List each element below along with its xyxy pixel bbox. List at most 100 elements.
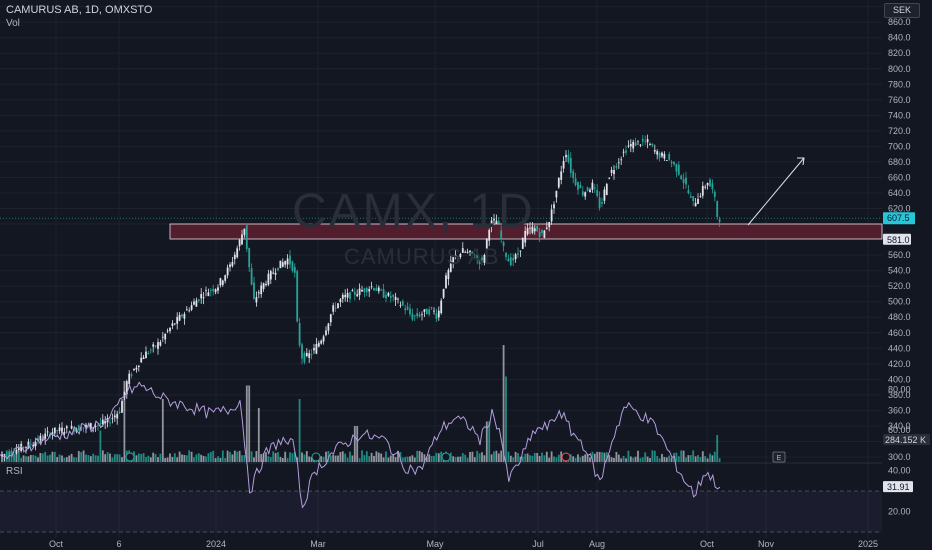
candle-body <box>639 144 642 146</box>
volume-bar <box>418 450 421 462</box>
candle-body <box>166 330 169 332</box>
volume-bar <box>538 455 541 462</box>
volume-bar <box>329 455 332 462</box>
candle-body <box>85 424 87 428</box>
volume-bar <box>425 457 428 462</box>
volume-bar <box>80 452 83 462</box>
rsi-line <box>0 381 721 509</box>
currency-button[interactable]: SEK <box>884 3 920 18</box>
volume-bar <box>502 345 505 462</box>
candle-body <box>46 431 49 433</box>
candle-body <box>353 291 356 295</box>
price-tick-label: 640.0 <box>888 188 911 198</box>
volume-bar <box>634 456 637 462</box>
candle-body <box>15 449 18 454</box>
volume-bar <box>82 450 85 462</box>
volume-bar <box>113 454 116 462</box>
volume-bar <box>111 457 114 462</box>
candle-body <box>529 227 531 229</box>
volume-bar <box>20 457 23 462</box>
volume-bar <box>524 453 527 462</box>
candle-body <box>219 278 222 286</box>
candle-body <box>668 154 671 160</box>
candle-body <box>598 197 601 208</box>
candle-body <box>65 426 68 429</box>
price-axis: 880.0860.0840.0820.0800.0780.0760.0740.0… <box>883 2 930 462</box>
volume-bar <box>176 457 179 462</box>
candle-body <box>514 254 517 260</box>
volume-bar <box>404 457 407 462</box>
volume-bar <box>39 453 42 462</box>
candle-body <box>317 343 320 347</box>
volume-bar <box>291 453 294 462</box>
candle-body <box>188 310 191 312</box>
candle-body <box>377 287 380 292</box>
rsi-last-tag <box>883 481 913 493</box>
volume-bar <box>682 450 685 462</box>
candle-body <box>409 308 411 315</box>
candle-body <box>445 275 447 288</box>
volume-bar <box>670 457 673 462</box>
volume-bar <box>101 450 104 462</box>
candle-body <box>195 300 198 307</box>
volume-bar <box>358 458 361 462</box>
candle-body <box>329 314 332 323</box>
candle-body <box>231 261 234 267</box>
candle-body <box>497 221 500 224</box>
candle-body <box>226 267 229 276</box>
candle-body <box>58 427 61 432</box>
candle-body <box>550 209 553 222</box>
volume-bar <box>109 453 111 462</box>
candle-body <box>488 230 491 241</box>
volume-bar <box>625 458 627 462</box>
candle-body <box>346 292 349 298</box>
volume-bar <box>680 450 683 462</box>
volume-bar <box>433 455 435 462</box>
candle-body <box>209 289 212 291</box>
price-tick-label: 780.0 <box>888 79 911 89</box>
candle-body <box>401 301 404 306</box>
candle-body <box>687 190 690 194</box>
candle-body <box>37 437 39 442</box>
volume-bar <box>51 451 54 462</box>
volume-bar <box>322 456 325 462</box>
candle-body <box>704 186 707 188</box>
volume-bar <box>692 450 695 462</box>
earnings-marker-label: E <box>777 455 782 462</box>
candle-body <box>32 444 35 447</box>
candle-body <box>128 373 131 384</box>
volume-last-tag <box>883 434 930 445</box>
candle-body <box>706 182 709 186</box>
candle-body <box>214 289 217 293</box>
volume-bar <box>224 458 227 462</box>
volume-bar <box>245 385 248 462</box>
volume-bar <box>454 457 457 462</box>
volume-bar <box>716 435 719 462</box>
volume-bar <box>219 457 222 462</box>
candle-body <box>382 289 385 298</box>
volume-bar <box>46 455 49 462</box>
candle-body <box>709 179 711 187</box>
candle-body <box>193 301 195 305</box>
candle-body <box>327 323 330 331</box>
volume-bar <box>339 452 342 462</box>
candle-body <box>94 426 97 427</box>
candle-body <box>661 152 663 157</box>
volume-bar <box>58 454 61 462</box>
candle-body <box>517 253 519 255</box>
price-tick-label: 700.0 <box>888 141 911 151</box>
candle-body <box>337 303 339 308</box>
volume-bar <box>293 452 296 462</box>
volume-bar <box>493 451 495 462</box>
candle-body <box>596 190 599 197</box>
candle-body <box>152 344 155 347</box>
volume-bar <box>68 455 71 462</box>
candle-body <box>589 189 591 193</box>
volume-bar <box>161 399 164 462</box>
symbol-title[interactable]: CAMURUS AB, 1D, OMXSTO <box>6 4 153 16</box>
candle-body <box>665 160 668 161</box>
candle-body <box>454 254 457 258</box>
candle-body <box>221 280 224 285</box>
volume-bar <box>435 452 438 462</box>
